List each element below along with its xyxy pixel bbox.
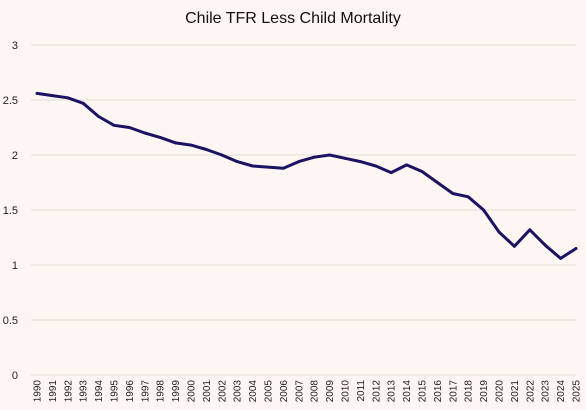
x-tick-label: 2023 <box>541 380 552 403</box>
y-tick-label: 0 <box>12 370 18 382</box>
x-tick-label: 2001 <box>202 380 213 403</box>
gridlines <box>31 44 576 376</box>
x-tick-label: 1995 <box>110 380 121 403</box>
data-point <box>205 148 208 151</box>
data-point <box>374 164 378 168</box>
x-tick-label: 1991 <box>48 380 59 403</box>
data-point <box>482 208 485 212</box>
data-point <box>220 153 224 157</box>
data-point <box>174 141 178 145</box>
x-tick-label: 2004 <box>248 380 259 403</box>
x-tick-label: 2002 <box>217 380 228 403</box>
series-layer <box>35 91 578 260</box>
data-point <box>559 257 562 260</box>
y-tick-label: 3 <box>12 40 18 52</box>
x-tick-label: 1998 <box>156 380 167 403</box>
x-tick-label: 1999 <box>171 380 182 403</box>
x-tick-label: 2017 <box>448 380 459 403</box>
x-tick-label: 1997 <box>140 380 151 403</box>
data-point <box>389 171 393 175</box>
x-tick-label: 2010 <box>341 380 352 403</box>
data-point <box>466 195 470 199</box>
x-tick-label: 2019 <box>479 380 490 403</box>
x-tick-label: 2003 <box>233 380 244 403</box>
data-point <box>51 94 54 97</box>
x-tick-label: 1996 <box>125 380 136 403</box>
x-tick-label: 1994 <box>94 380 105 403</box>
x-tick-label: 2022 <box>525 380 536 403</box>
x-tick-label: 1990 <box>33 380 44 403</box>
x-tick-label: 2012 <box>371 380 382 403</box>
x-tick-label: 2005 <box>264 380 275 403</box>
data-point <box>513 244 516 248</box>
data-point <box>420 170 424 173</box>
x-tick-label: 1993 <box>79 380 90 403</box>
data-point <box>127 126 131 129</box>
x-tick-label: 2013 <box>387 380 398 403</box>
x-tick-label: 2020 <box>495 380 506 403</box>
x-axis: 1990 1991 1992 1993 1994 1995 1996 1997 1998 1999… <box>33 380 583 403</box>
data-point <box>112 123 116 127</box>
data-point <box>158 136 162 139</box>
data-point <box>66 96 70 100</box>
y-tick-label: 0.5 <box>3 315 18 327</box>
x-tick-label: 2021 <box>510 380 521 403</box>
x-tick-label: 2018 <box>464 380 475 403</box>
data-point <box>282 166 285 170</box>
data-point <box>251 164 255 168</box>
data-point <box>543 243 547 247</box>
x-tick-label: 2008 <box>310 380 321 403</box>
data-point <box>35 92 39 95</box>
chart-title: Chile TFR Less Child Mortality <box>185 10 401 27</box>
x-tick-label: 2015 <box>418 380 429 403</box>
data-point <box>297 160 301 164</box>
x-tick-label: 2016 <box>433 380 444 403</box>
y-tick-label: 2 <box>12 150 18 162</box>
y-tick-label: 1 <box>12 260 18 272</box>
data-point <box>405 163 408 167</box>
data-point <box>528 228 532 232</box>
data-point <box>235 160 239 164</box>
series-line <box>35 91 578 260</box>
data-point <box>451 192 455 195</box>
data-point <box>343 156 347 160</box>
x-tick-label: 2024 <box>556 380 567 403</box>
y-tick-label: 2.5 <box>3 95 18 107</box>
x-tick-label: 2011 <box>356 380 367 402</box>
x-tick-label: 2007 <box>294 380 305 403</box>
x-tick-label: 2014 <box>402 380 413 403</box>
data-point <box>266 165 270 169</box>
x-tick-label: 2006 <box>279 380 290 403</box>
data-point <box>312 155 316 159</box>
data-point <box>189 143 193 147</box>
data-point <box>97 115 100 118</box>
data-point <box>328 153 331 157</box>
data-point <box>359 160 362 164</box>
y-axis: 0 0.5 1 1.5 2 2.5 3 <box>3 40 18 382</box>
data-point <box>574 247 578 250</box>
x-tick-label: 2009 <box>325 380 336 403</box>
y-tick-label: 1.5 <box>3 205 18 217</box>
data-point <box>436 181 439 184</box>
data-point <box>81 101 85 105</box>
data-point <box>143 131 147 135</box>
data-point <box>497 230 501 234</box>
x-tick-label: 2000 <box>187 380 198 403</box>
x-tick-label: 1992 <box>63 380 74 403</box>
x-tick-label: 2025 <box>572 380 583 403</box>
